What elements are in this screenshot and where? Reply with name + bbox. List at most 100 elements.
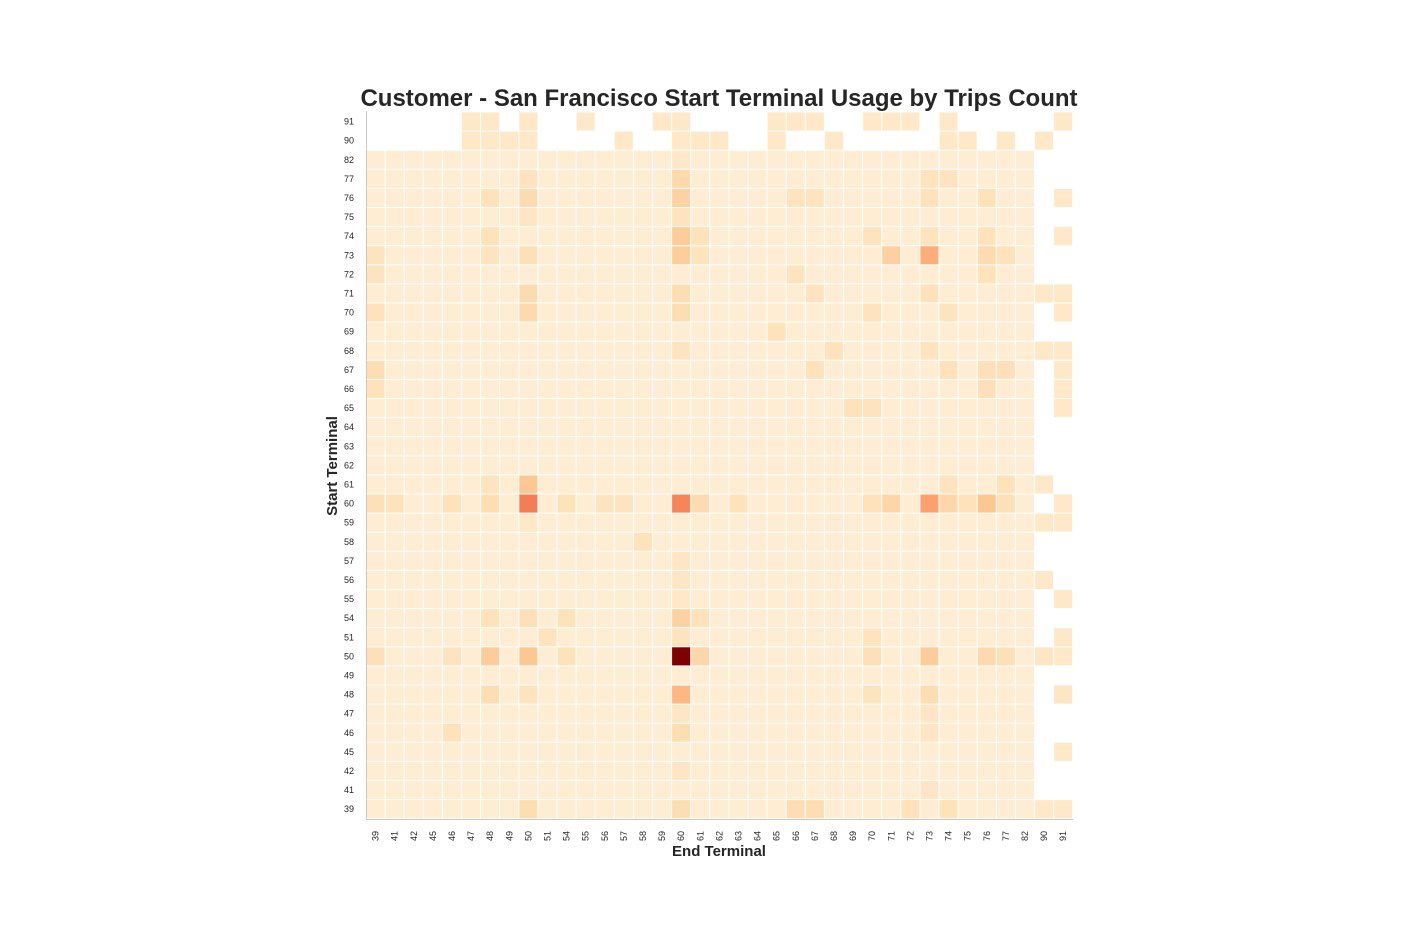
heatmap-cell [748,475,767,494]
heatmap-cell [462,322,481,341]
heatmap-cell [633,781,652,800]
heatmap-cell [1015,704,1034,723]
heatmap-cell [958,761,977,780]
heatmap-cell [500,131,519,150]
heatmap-cell [824,169,843,188]
heatmap-cell [958,800,977,819]
heatmap-cell [748,704,767,723]
heatmap-cell [442,494,461,513]
heatmap-cell [844,685,863,704]
heatmap-cell [576,570,595,589]
heatmap-cell [576,723,595,742]
y-tick-label: 65 [344,403,354,413]
heatmap-cell [500,169,519,188]
heatmap-cell [710,475,729,494]
heatmap-cell [729,169,748,188]
heatmap-cell [882,303,901,322]
heatmap-cell [538,150,557,169]
x-tick-label: 60 [676,831,686,841]
heatmap-cell [882,742,901,761]
heatmap-cell [710,150,729,169]
heatmap-cell [748,265,767,284]
heatmap-cell [633,284,652,303]
heatmap-cell [633,437,652,456]
heatmap-cell [824,418,843,437]
heatmap-cell [958,265,977,284]
heatmap-cell [996,590,1015,609]
heatmap-cell [729,188,748,207]
heatmap-cell [423,360,442,379]
heatmap-cell [767,418,786,437]
heatmap-cell [557,188,576,207]
heatmap-cell [1035,475,1054,494]
heatmap-cell [710,169,729,188]
heatmap-cell [633,494,652,513]
heatmap-cell [691,437,710,456]
heatmap-cell [423,150,442,169]
heatmap-cell [767,800,786,819]
heatmap-cell [595,647,614,666]
heatmap-cell [786,303,805,322]
heatmap-cell [633,169,652,188]
heatmap-cell [614,628,633,647]
heatmap-cell [366,800,385,819]
heatmap-cell [1054,360,1073,379]
x-tick-label: 61 [695,831,705,841]
heatmap-cell [748,246,767,265]
heatmap-cell [672,456,691,475]
heatmap-cell [519,551,538,570]
heatmap-cell [481,532,500,551]
heatmap-cell [366,761,385,780]
heatmap-cell [519,742,538,761]
heatmap-cell [481,150,500,169]
heatmap-cell [996,188,1015,207]
heatmap-cell [576,418,595,437]
heatmap-cell [844,761,863,780]
heatmap-cell [672,666,691,685]
heatmap-cell [729,761,748,780]
heatmap-cell [462,647,481,666]
heatmap-cell [481,246,500,265]
heatmap-cell [576,456,595,475]
heatmap-cell [1015,475,1034,494]
heatmap-cell [1015,800,1034,819]
heatmap-cell [805,761,824,780]
heatmap-cell [672,284,691,303]
heatmap-cell [939,169,958,188]
heatmap-cell [882,647,901,666]
heatmap-cell [1054,112,1073,131]
heatmap-cell [366,399,385,418]
heatmap-cell [614,742,633,761]
heatmap-cell [767,322,786,341]
heatmap-cell [996,303,1015,322]
heatmap-cell [500,418,519,437]
heatmap-cell [767,742,786,761]
heatmap-cell [423,418,442,437]
heatmap-cell [1015,265,1034,284]
heatmap-cell [920,628,939,647]
heatmap-cell [844,322,863,341]
heatmap-cell [576,590,595,609]
heatmap-cell [786,742,805,761]
heatmap-cell [614,341,633,360]
heatmap-cell [614,513,633,532]
x-tick-label: 66 [791,831,801,841]
heatmap-cell [653,399,672,418]
heatmap-cell [366,513,385,532]
heatmap-cell [385,399,404,418]
heatmap-cell [576,246,595,265]
heatmap-cell [404,609,423,628]
heatmap-cell [996,723,1015,742]
heatmap-cell [576,475,595,494]
heatmap-cell [442,742,461,761]
heatmap-cell [404,570,423,589]
heatmap-cell [710,590,729,609]
heatmap-cell [653,418,672,437]
heatmap-cell [672,150,691,169]
heatmap-cell [462,150,481,169]
heatmap-cell [691,379,710,398]
heatmap-cell [442,208,461,227]
heatmap-cell [557,246,576,265]
y-tick-label: 39 [344,804,354,814]
heatmap-cell [882,246,901,265]
